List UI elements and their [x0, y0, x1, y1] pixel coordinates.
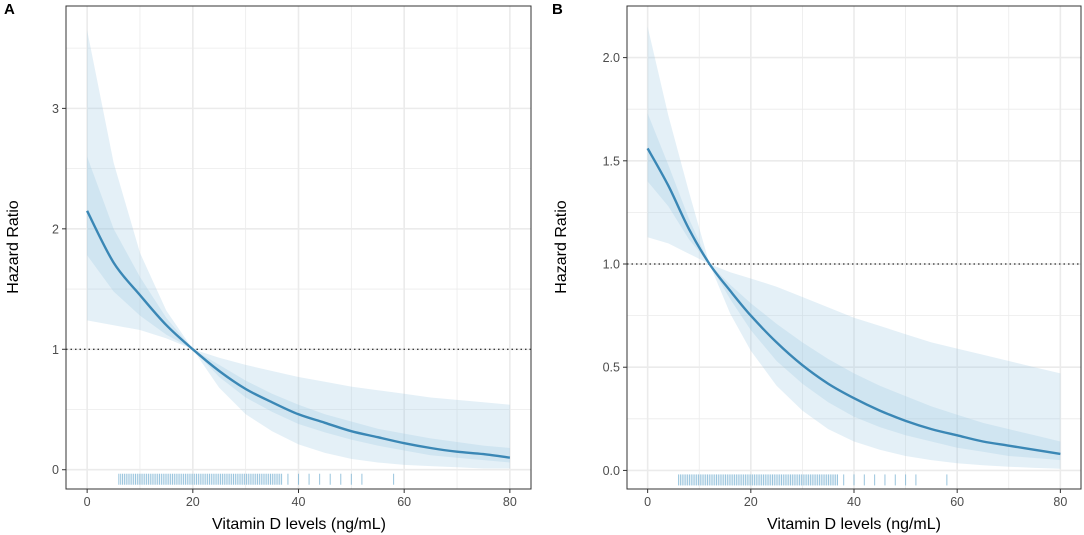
y-tick-label: 1.5	[603, 154, 620, 168]
hazard-ratio-line	[86, 210, 511, 459]
x-tick-label: 40	[292, 495, 306, 509]
panel-letter-a: A	[4, 1, 15, 18]
panel-b: B Hazard Ratio Vitamin D levels (ng/mL) …	[552, 1, 1082, 533]
y-tick-label: 2	[52, 222, 59, 236]
x-axis-title-a: Vitamin D levels (ng/mL)	[212, 516, 386, 533]
y-tick-label: 2.0	[603, 51, 620, 65]
y-tick-label: 0.0	[603, 464, 620, 478]
plot-area-b	[627, 26, 1081, 486]
rug-a	[118, 473, 395, 485]
confidence-band-inner	[647, 113, 1061, 461]
y-axis-title-b: Hazard Ratio	[553, 200, 570, 293]
panel-letter-b: B	[552, 1, 563, 18]
x-tick-label: 20	[186, 495, 200, 509]
x-tick-label: 80	[503, 495, 517, 509]
confidence-band-outer	[87, 30, 510, 469]
confidence-band-outer	[647, 26, 1061, 469]
x-tick-label: 60	[397, 495, 411, 509]
plot-area-a	[66, 30, 531, 485]
y-tick-label: 0.5	[603, 361, 620, 375]
y-tick-label: 3	[52, 102, 59, 116]
y-tick-label: 1	[52, 343, 59, 357]
y-tick-label: 0	[52, 463, 59, 477]
x-tick-label: 80	[1053, 495, 1067, 509]
x-tick-label: 0	[644, 495, 651, 509]
x-tick-label: 20	[744, 495, 758, 509]
hazard-ratio-line	[646, 147, 1061, 456]
panel-a: A Hazard Ratio Vitamin D levels (ng/mL) …	[4, 1, 532, 533]
x-tick-label: 60	[950, 495, 964, 509]
x-axis-title-b: Vitamin D levels (ng/mL)	[767, 516, 941, 533]
y-axis-title-a: Hazard Ratio	[5, 200, 22, 293]
y-tick-label: 1.0	[603, 258, 620, 272]
x-tick-label: 0	[84, 495, 91, 509]
x-tick-label: 40	[847, 495, 861, 509]
rug-b	[678, 474, 948, 486]
